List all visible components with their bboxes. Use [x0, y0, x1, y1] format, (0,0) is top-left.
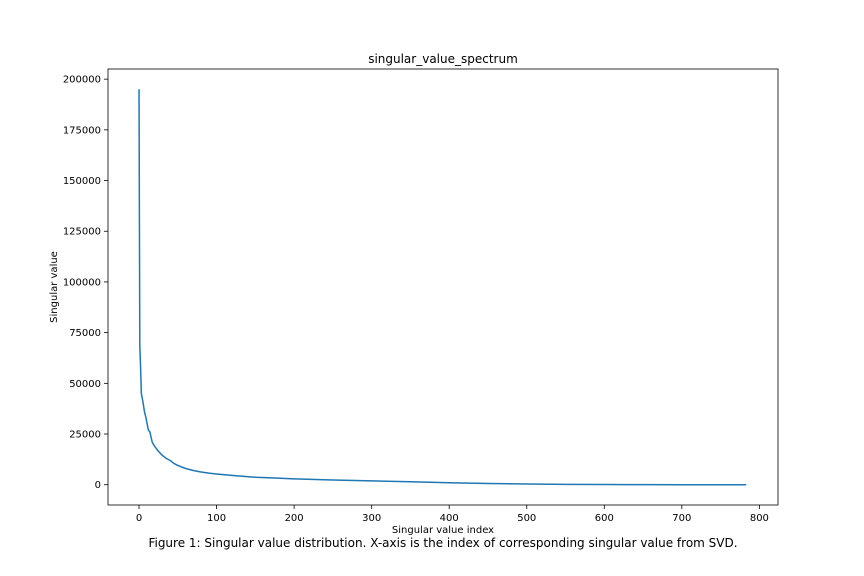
x-tick-label: 0	[136, 513, 142, 524]
plot-frame	[107, 68, 779, 506]
figure-caption: Figure 1: Singular value distribution. X…	[148, 536, 737, 550]
y-axis-label: Singular value	[49, 251, 60, 323]
x-tick-label: 700	[672, 513, 691, 524]
series-line	[138, 89, 747, 486]
y-tick-label: 125000	[63, 227, 101, 238]
y-tick-label: 0	[95, 480, 101, 491]
x-tick-label: 600	[595, 513, 614, 524]
y-tick-label: 150000	[63, 176, 101, 187]
x-tick-label: 100	[207, 513, 226, 524]
chart-title: singular_value_spectrum	[368, 52, 518, 66]
y-tick-label: 100000	[63, 277, 101, 288]
y-tick-label: 75000	[69, 328, 101, 339]
y-tick-label: 50000	[69, 379, 101, 390]
x-tick-label: 300	[362, 513, 381, 524]
y-tick-label: 200000	[63, 75, 101, 86]
x-tick-label: 200	[285, 513, 304, 524]
x-tick-label: 400	[440, 513, 459, 524]
x-axis-label: Singular value index	[392, 525, 494, 536]
y-tick-label: 175000	[63, 125, 101, 136]
x-tick-label: 800	[750, 513, 769, 524]
x-axis: 0 100 200 300 400 500 600 700 800	[136, 505, 769, 524]
x-tick-label: 500	[517, 513, 536, 524]
y-axis: 0 25000 50000 75000 100000 125000 150000 175000…	[63, 75, 108, 491]
plot-area	[138, 89, 747, 486]
y-tick-label: 25000	[69, 430, 101, 441]
